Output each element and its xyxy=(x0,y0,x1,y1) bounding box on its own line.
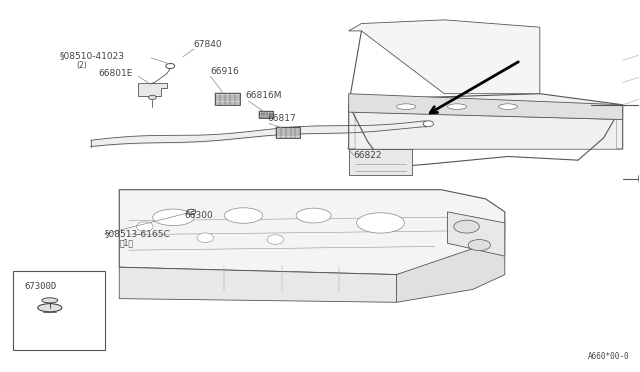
Circle shape xyxy=(187,209,196,214)
Text: 66916: 66916 xyxy=(211,67,239,77)
Circle shape xyxy=(197,233,214,243)
Ellipse shape xyxy=(153,209,194,226)
Ellipse shape xyxy=(454,220,479,233)
Bar xyxy=(259,111,273,118)
Text: 66817: 66817 xyxy=(268,114,296,123)
Ellipse shape xyxy=(447,104,467,109)
Circle shape xyxy=(267,235,284,244)
Bar xyxy=(276,126,300,138)
Polygon shape xyxy=(349,20,540,94)
Polygon shape xyxy=(447,212,505,256)
Text: 66801E: 66801E xyxy=(99,69,132,78)
Polygon shape xyxy=(355,112,616,149)
Text: A660*00-0: A660*00-0 xyxy=(588,352,629,361)
Text: （1）: （1） xyxy=(119,239,133,248)
Text: §08510-41023: §08510-41023 xyxy=(60,51,125,60)
Ellipse shape xyxy=(639,167,640,190)
Text: §08513-6165C: §08513-6165C xyxy=(104,230,170,238)
Circle shape xyxy=(166,63,175,68)
Polygon shape xyxy=(119,190,505,275)
Text: 67300D: 67300D xyxy=(24,282,56,291)
Ellipse shape xyxy=(499,104,518,109)
Circle shape xyxy=(423,121,433,126)
Polygon shape xyxy=(138,83,167,96)
Text: 66300: 66300 xyxy=(184,212,213,221)
Bar xyxy=(215,93,241,105)
Ellipse shape xyxy=(42,298,58,303)
Bar xyxy=(13,271,105,350)
Ellipse shape xyxy=(468,240,490,251)
Polygon shape xyxy=(349,149,412,175)
Circle shape xyxy=(148,95,156,100)
Circle shape xyxy=(136,222,153,231)
Ellipse shape xyxy=(396,104,415,109)
Text: (2): (2) xyxy=(77,61,87,70)
Ellipse shape xyxy=(356,213,404,233)
Polygon shape xyxy=(349,94,623,119)
Text: 66816M: 66816M xyxy=(246,92,282,100)
Text: 67840: 67840 xyxy=(194,40,223,49)
Polygon shape xyxy=(119,267,396,302)
Ellipse shape xyxy=(38,304,62,312)
Ellipse shape xyxy=(296,208,331,223)
Ellipse shape xyxy=(225,208,262,223)
Text: 66822: 66822 xyxy=(354,151,382,160)
Polygon shape xyxy=(349,94,623,149)
Polygon shape xyxy=(396,238,505,302)
